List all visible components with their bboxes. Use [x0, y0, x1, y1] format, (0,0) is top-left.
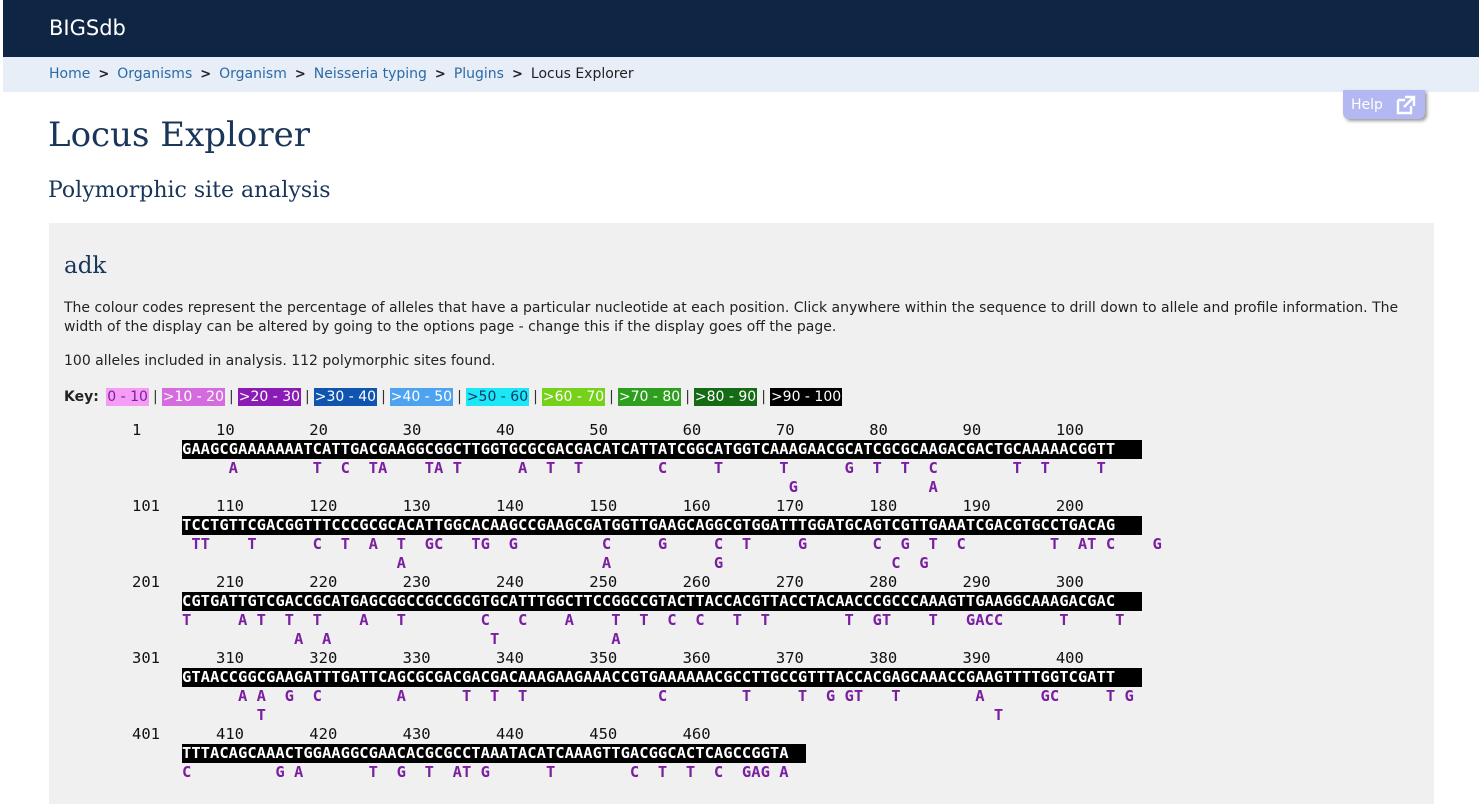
top-header: BIGSdb: [3, 0, 1479, 57]
variant-row[interactable]: [182, 782, 806, 801]
breadcrumb-home[interactable]: Home: [49, 66, 91, 82]
consensus-sequence[interactable]: CGTGATTGTCGACCGCATGAGCGGCCGCCGCGTGCATTTG…: [182, 592, 1142, 611]
key-separator: |: [305, 389, 310, 405]
variant-row[interactable]: T A T T T A T C C A T T C C T T T GT T G…: [182, 611, 1144, 629]
consensus-sequence[interactable]: GAAGCGAAAAAAATCATTGACGAAGGCGGCTTGGTGCGCG…: [182, 440, 1142, 459]
key-separator: |: [609, 389, 614, 405]
page-title: Locus Explorer: [48, 115, 310, 155]
key-swatch: >90 - 100: [769, 388, 843, 406]
page-subtitle: Polymorphic site analysis: [48, 178, 331, 203]
key-separator: |: [761, 389, 766, 405]
key-separator: |: [381, 389, 386, 405]
key-separator: |: [533, 389, 538, 405]
help-button[interactable]: Help: [1343, 90, 1425, 119]
locus-summary: 100 alleles included in analysis. 112 po…: [64, 353, 496, 369]
colour-key: Key: 0 - 10 | >10 - 20 | >20 - 30 | >30 - 40 | >…: [64, 388, 843, 406]
sequence-block[interactable]: 201 210 220 230 240 250 260 270 280 290 …: [132, 573, 1143, 649]
breadcrumb-organism[interactable]: Organism: [219, 66, 287, 82]
position-numbers: 1 10 20 30 40 50 60 70 80 90 100: [132, 421, 1084, 439]
key-swatch: >50 - 60: [465, 388, 530, 406]
variant-row[interactable]: A T C TA TA T A T T C T T G T T C T T T: [182, 459, 1134, 477]
variant-row[interactable]: A A G C G: [182, 554, 1162, 572]
key-separator: |: [685, 389, 690, 405]
locus-panel: adk The colour codes represent the perce…: [49, 223, 1434, 804]
key-swatch: >30 - 40: [313, 388, 378, 406]
position-numbers: 201 210 220 230 240 250 260 270 280 290 …: [132, 573, 1084, 591]
position-numbers: 401 410 420 430 440 450 460: [132, 725, 711, 743]
sequence-block[interactable]: 301 310 320 330 340 350 360 370 380 390 …: [132, 649, 1162, 725]
key-swatch: 0 - 10: [106, 388, 149, 406]
breadcrumb-organisms[interactable]: Organisms: [117, 66, 193, 82]
consensus-sequence[interactable]: TTTACAGCAAACTGGAAGGCGAACACGCGCCTAAATACAT…: [182, 744, 806, 763]
variant-row[interactable]: C G A T G T AT G T C T T C GAG A: [182, 763, 789, 781]
key-swatch: >80 - 90: [693, 388, 758, 406]
key-separator: |: [152, 389, 158, 405]
consensus-sequence[interactable]: GTAACCGGCGAAGATTTGATTCAGCGCGACGACGACAAAG…: [182, 668, 1142, 687]
key-separator: |: [229, 389, 234, 405]
consensus-sequence[interactable]: TCCTGTTCGACGGTTTCCCGCGCACATTGGCACAAGCCGA…: [182, 516, 1142, 535]
key-swatch: >20 - 30: [237, 388, 302, 406]
variant-row[interactable]: TT T C T A T GC TG G C G C T G C G T C T…: [182, 535, 1162, 553]
variant-row[interactable]: G A: [182, 478, 1125, 496]
key-swatch: >10 - 20: [161, 388, 225, 406]
position-numbers: 101 110 120 130 140 150 160 170 180 190 …: [132, 497, 1084, 515]
key-swatch: >40 - 50: [389, 388, 454, 406]
breadcrumb-plugins[interactable]: Plugins: [453, 66, 504, 82]
key-swatch: >70 - 80: [617, 388, 682, 406]
variant-row[interactable]: A A G C A T T T C T T G GT T A GC T G: [182, 687, 1153, 705]
breadcrumb-current: Locus Explorer: [530, 66, 634, 82]
key-label: Key:: [64, 389, 99, 405]
sequence-block[interactable]: 101 110 120 130 140 150 160 170 180 190 …: [132, 497, 1162, 573]
help-label: Help: [1351, 96, 1383, 113]
locus-description: The colour codes represent the percentag…: [64, 300, 1399, 335]
breadcrumb-neisseria-typing[interactable]: Neisseria typing: [313, 66, 427, 82]
sequence-block[interactable]: 1 10 20 30 40 50 60 70 80 90 100 GAAGCGAA…: [132, 421, 1142, 497]
breadcrumb: Home > Organisms > Organism > Neisseria typing…: [3, 57, 1479, 92]
variant-row[interactable]: A A T A: [182, 630, 1125, 648]
key-separator: |: [457, 389, 462, 405]
locus-name: adk: [64, 253, 107, 279]
variant-row[interactable]: T T: [182, 706, 1162, 724]
app-brand[interactable]: BIGSdb: [49, 16, 126, 40]
key-swatch: >60 - 70: [541, 388, 606, 406]
position-numbers: 301 310 320 330 340 350 360 370 380 390 …: [132, 649, 1084, 667]
external-link-icon: [1395, 94, 1417, 116]
sequence-block[interactable]: 401 410 420 430 440 450 460 TTTACAGCAAACT…: [132, 725, 806, 801]
